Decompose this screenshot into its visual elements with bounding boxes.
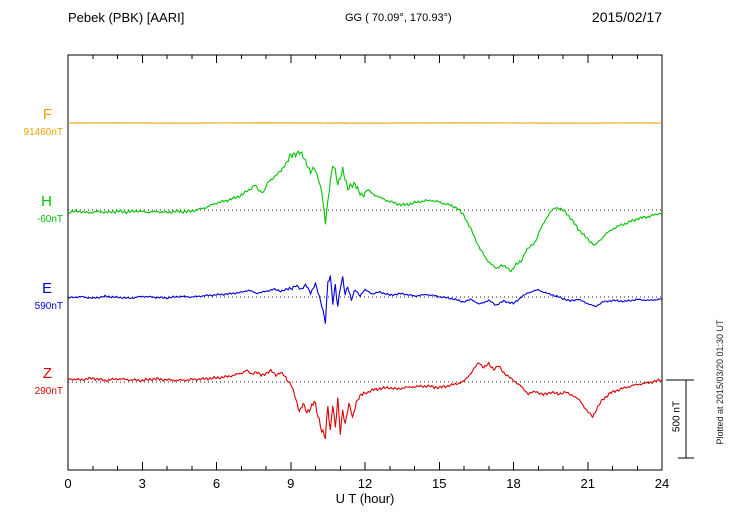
trace-H (67, 149, 663, 273)
trace-F (67, 122, 662, 124)
x-axis-label: U T (hour) (335, 491, 395, 506)
station-title: Pebek (PBK) [AARI] (68, 10, 185, 25)
scale-bar-label: 500 nT (671, 400, 683, 433)
geographic-coordinates: GG ( 70.09°, 170.93°) (345, 12, 452, 24)
plot-date: 2015/02/17 (591, 9, 662, 25)
trace-Z (67, 361, 663, 439)
plot-timestamp-note: Plotted at 2015/03/20 01:30 UT (715, 319, 725, 445)
trace-E (67, 275, 663, 324)
plot-border (67, 54, 663, 471)
